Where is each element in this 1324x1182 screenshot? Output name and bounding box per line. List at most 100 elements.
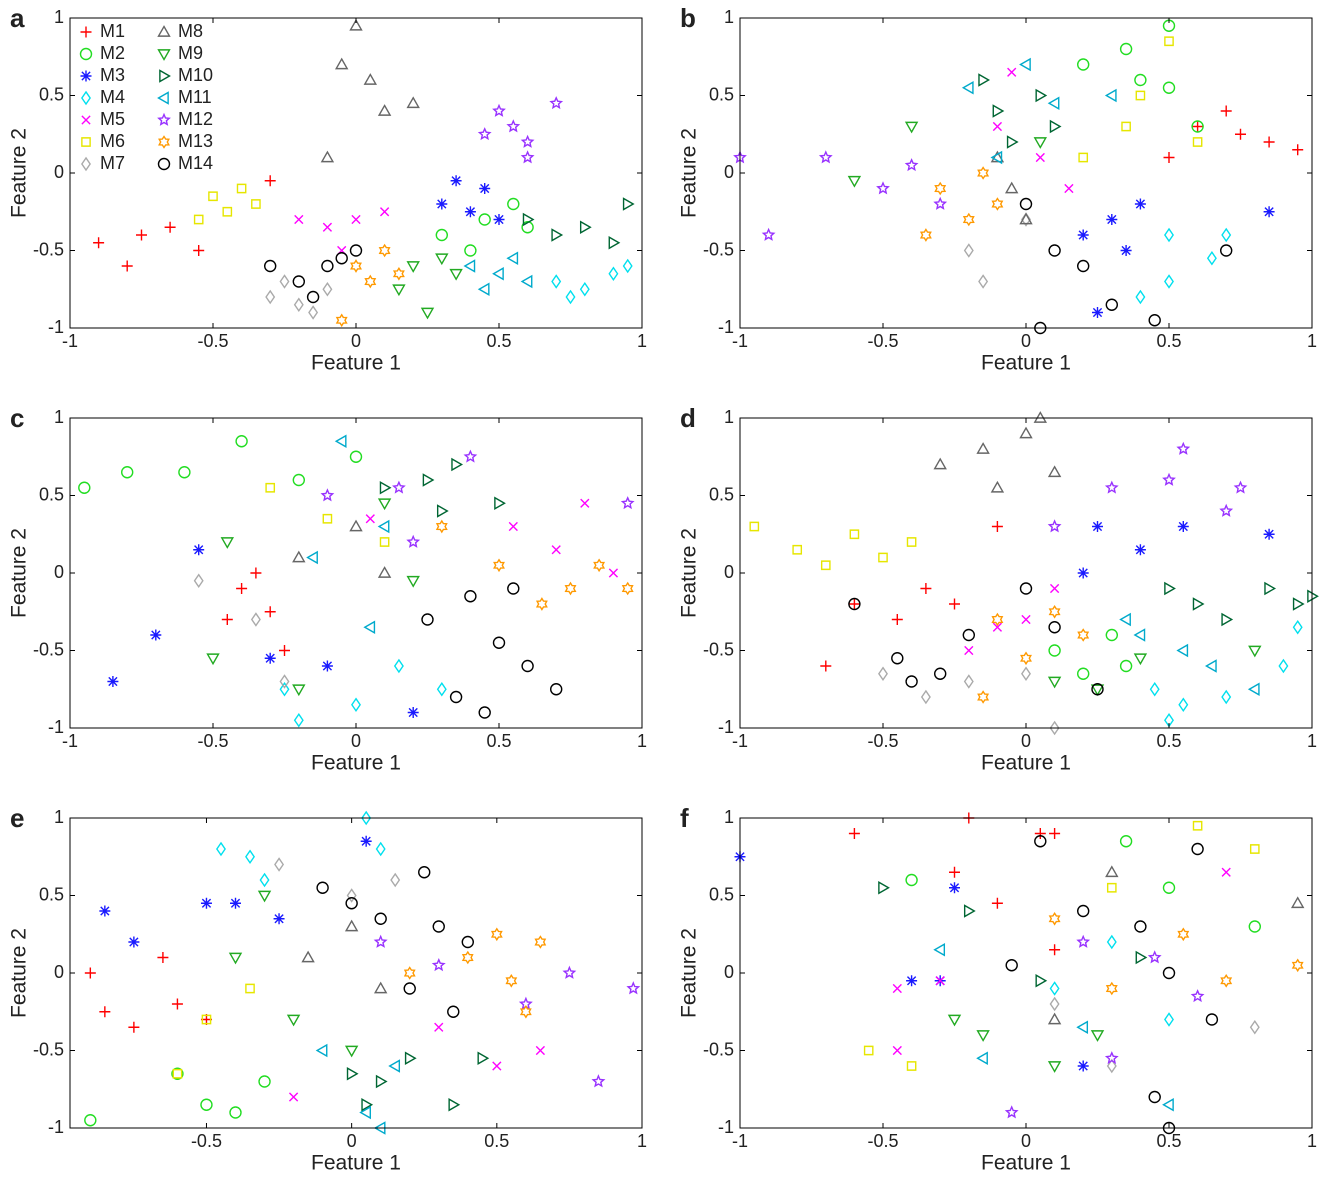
data-point — [193, 245, 205, 256]
data-point — [1106, 882, 1117, 893]
x-tick-label: -1 — [62, 731, 78, 751]
legend-marker — [157, 49, 171, 61]
data-point — [349, 519, 363, 532]
data-point — [379, 481, 392, 495]
legend-label: M11 — [178, 87, 212, 107]
data-point — [1221, 689, 1232, 705]
data-point — [492, 636, 506, 649]
data-point — [322, 222, 333, 232]
data-point — [200, 897, 212, 909]
data-point — [933, 943, 946, 957]
data-point — [1220, 244, 1233, 257]
data-point — [363, 620, 376, 634]
y-tick-label: 0 — [54, 562, 64, 582]
x-tick-label: 0 — [1021, 1131, 1031, 1151]
data-point — [535, 1045, 545, 1056]
y-tick-label: 0.5 — [709, 484, 734, 504]
data-point — [494, 496, 506, 510]
data-point — [1133, 628, 1146, 642]
data-point — [99, 1006, 111, 1018]
data-point — [1221, 612, 1234, 627]
legend-marker — [157, 91, 169, 105]
data-point — [519, 1004, 532, 1019]
data-point — [521, 659, 534, 673]
data-point — [193, 573, 204, 589]
legend-marker — [157, 112, 171, 126]
data-point — [1078, 152, 1089, 163]
data-point — [621, 581, 634, 596]
data-point — [1019, 426, 1033, 439]
data-point — [128, 936, 140, 948]
y-axis-label: Feature 2 — [8, 528, 31, 618]
y-tick-label: -1 — [718, 717, 734, 737]
data-point — [1292, 619, 1303, 635]
data-point — [171, 998, 183, 1010]
data-point — [1035, 152, 1045, 163]
data-point — [375, 841, 386, 857]
data-point — [920, 689, 931, 705]
data-point — [1021, 614, 1031, 625]
data-point — [1048, 621, 1061, 634]
data-point — [1049, 996, 1060, 1012]
data-point — [221, 614, 233, 625]
data-point — [492, 1061, 502, 1071]
data-point — [934, 667, 947, 680]
data-point — [1149, 681, 1160, 697]
x-tick-label: 1 — [637, 731, 647, 751]
x-axis-label: Feature 1 — [981, 1152, 1071, 1175]
data-point — [478, 706, 491, 719]
data-point — [1290, 896, 1305, 909]
data-point — [492, 103, 506, 117]
data-point — [1192, 137, 1203, 147]
data-point — [258, 1075, 271, 1088]
legend-label: M1 — [100, 21, 125, 41]
data-point — [392, 284, 406, 297]
data-point — [301, 950, 315, 963]
data-point — [551, 228, 564, 242]
data-point — [522, 212, 535, 227]
data-point — [608, 568, 619, 578]
data-point — [549, 96, 564, 110]
legend-label: M4 — [100, 87, 125, 107]
y-tick-label: -0.5 — [33, 239, 64, 259]
data-point — [1048, 912, 1061, 926]
data-point — [431, 958, 446, 972]
data-point — [365, 514, 375, 524]
data-point — [564, 581, 577, 596]
data-point — [1191, 842, 1204, 856]
panel-label: c — [10, 403, 24, 433]
data-point — [520, 150, 535, 164]
data-point — [250, 612, 261, 627]
data-point — [976, 442, 990, 454]
data-point — [1104, 88, 1117, 103]
x-tick-label: -0.5 — [867, 731, 898, 751]
data-point — [448, 1098, 461, 1112]
x-tick-label: 1 — [637, 1131, 647, 1151]
data-point — [1263, 136, 1275, 148]
data-point — [121, 260, 133, 272]
data-point — [904, 121, 919, 134]
data-point — [1048, 244, 1061, 257]
data-point — [1047, 676, 1062, 689]
data-point — [891, 614, 903, 625]
data-point — [1077, 58, 1090, 71]
data-point — [1076, 1020, 1089, 1034]
data-point — [293, 712, 304, 728]
data-point — [172, 1068, 183, 1079]
data-point — [406, 534, 421, 548]
data-point — [1249, 844, 1260, 854]
data-point — [1164, 274, 1174, 289]
data-point — [949, 882, 960, 894]
data-point — [1177, 521, 1189, 532]
data-point — [315, 1043, 328, 1058]
y-tick-label: -1 — [48, 1117, 64, 1137]
x-tick-label: -0.5 — [867, 331, 898, 351]
y-tick-label: 1 — [724, 807, 734, 827]
data-point — [761, 227, 776, 241]
data-point — [991, 197, 1004, 211]
data-point — [392, 266, 405, 281]
data-point — [463, 449, 478, 463]
y-tick-label: 0.5 — [709, 884, 734, 904]
data-point — [848, 597, 861, 611]
data-point — [551, 545, 561, 555]
